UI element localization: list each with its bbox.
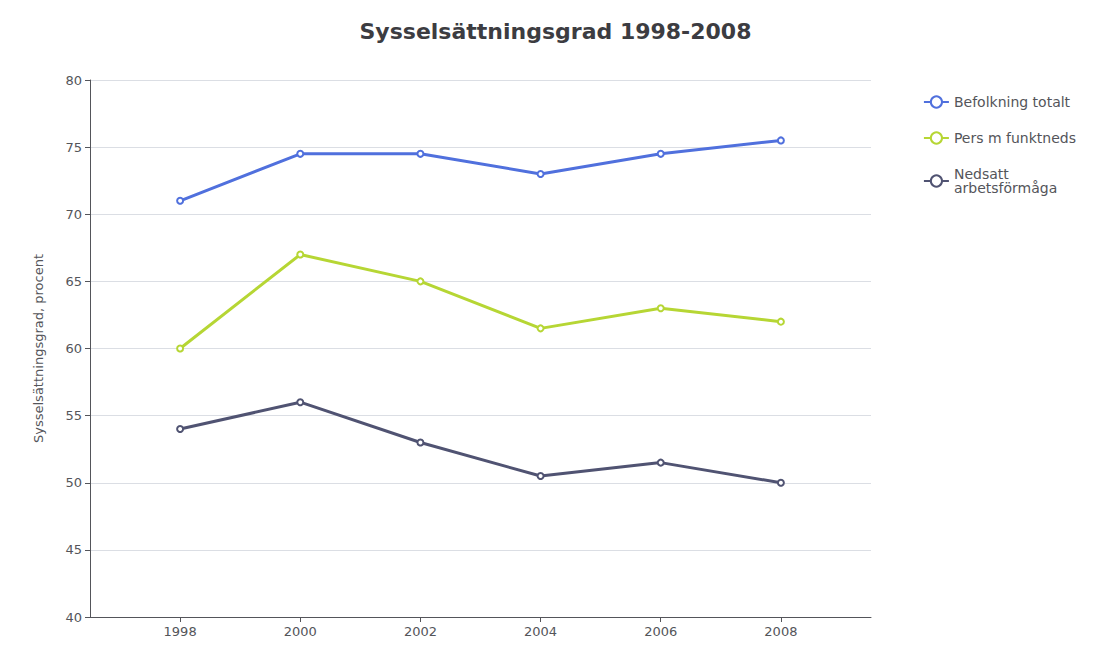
svg-text:2004: 2004 xyxy=(524,624,557,639)
svg-text:Nedsatt: Nedsatt xyxy=(953,166,1009,182)
svg-text:2002: 2002 xyxy=(404,624,437,639)
svg-text:Pers m funktneds: Pers m funktneds xyxy=(954,130,1076,146)
svg-text:55: 55 xyxy=(65,408,82,423)
svg-text:1998: 1998 xyxy=(164,624,197,639)
svg-text:50: 50 xyxy=(65,475,82,490)
svg-text:2008: 2008 xyxy=(764,624,797,639)
svg-text:60: 60 xyxy=(65,341,82,356)
svg-text:Sysselsättningsgrad, procent: Sysselsättningsgrad, procent xyxy=(31,254,46,443)
svg-text:45: 45 xyxy=(65,542,82,557)
svg-text:2000: 2000 xyxy=(284,624,317,639)
svg-text:Befolkning totalt: Befolkning totalt xyxy=(954,94,1071,110)
svg-text:arbetsförmåga: arbetsförmåga xyxy=(954,180,1057,196)
svg-text:70: 70 xyxy=(65,207,82,222)
svg-text:2006: 2006 xyxy=(644,624,677,639)
svg-text:65: 65 xyxy=(65,274,82,289)
svg-text:40: 40 xyxy=(65,610,82,625)
svg-text:75: 75 xyxy=(65,140,82,155)
svg-text:80: 80 xyxy=(65,73,82,88)
svg-text:Sysselsättningsgrad 1998-2008: Sysselsättningsgrad 1998-2008 xyxy=(360,19,752,44)
